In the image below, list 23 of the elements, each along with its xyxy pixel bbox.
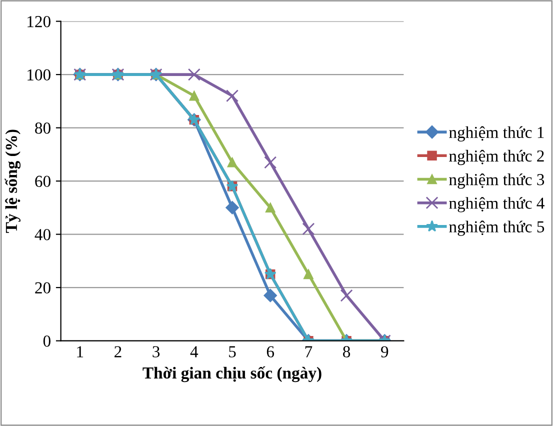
x-tick-label: 3	[152, 346, 160, 358]
x-tick-label: 6	[266, 346, 274, 358]
x-tick-label: 7	[305, 346, 312, 358]
y-axis-title: Tỷ lệ sống (%)	[4, 130, 21, 233]
x-tick-label: 1	[77, 346, 84, 358]
y-tick-label: 100	[28, 69, 50, 80]
x-tick-label: 5	[229, 346, 236, 358]
x-tick-label: 9	[381, 346, 388, 358]
x-tick-label: 4	[190, 346, 198, 358]
legend-label: nghiệm thức 1	[449, 126, 544, 142]
x-axis-title: Thời gian chịu sốc (ngày)	[142, 366, 322, 382]
legend-label: nghiệm thức 4	[449, 197, 544, 212]
y-tick-label: 0	[43, 336, 50, 347]
y-tick-label: 40	[34, 229, 50, 240]
y-tick-label: 60	[35, 176, 50, 187]
x-tick-label: 8	[343, 346, 350, 358]
x-tick-label: 2	[114, 346, 122, 358]
y-tick-label: 20	[35, 282, 50, 294]
legend-label: nghiệm thức 5	[449, 220, 544, 236]
y-tick-label: 120	[28, 16, 50, 28]
y-tick-label: 80	[35, 122, 50, 134]
legend-label: nghiệm thức 3	[449, 173, 544, 189]
legend-label: nghiệm thức 2	[449, 150, 544, 166]
